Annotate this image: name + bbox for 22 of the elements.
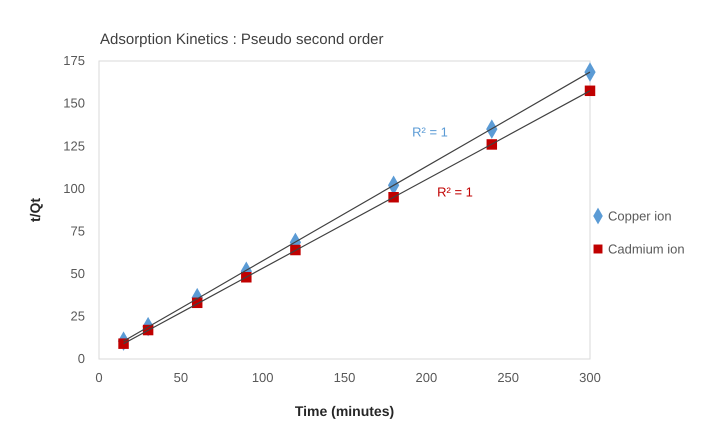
y-tick-label: 100: [63, 180, 85, 196]
legend-label: Copper ion: [608, 208, 672, 224]
x-tick-label: 50: [174, 370, 188, 386]
x-tick-label: 100: [252, 370, 274, 386]
y-axis-title: t/Qt: [27, 198, 43, 222]
y-tick-label: 0: [78, 351, 85, 366]
y-tick-label: 25: [70, 308, 85, 324]
y-tick-label: 150: [63, 96, 85, 111]
y-tick-label: 50: [70, 266, 85, 282]
y-tick-label: 175: [63, 53, 85, 68]
x-axis-title: Time (minutes): [294, 403, 394, 419]
y-tick-label: 125: [63, 138, 85, 154]
chart-title: Adsorption Kinetics : Pseudo second order: [100, 31, 384, 48]
x-tick-label: 300: [579, 370, 601, 386]
x-tick-label: 0: [95, 370, 103, 386]
annotation: R² = 1: [437, 184, 473, 200]
annotation: R² = 1: [412, 124, 448, 140]
x-tick-label: 150: [334, 370, 356, 386]
y-tick-label: 75: [70, 223, 85, 238]
legend-label: Cadmium ion: [608, 242, 685, 257]
x-tick-label: 200: [415, 370, 438, 386]
x-tick-label: 250: [497, 370, 520, 386]
